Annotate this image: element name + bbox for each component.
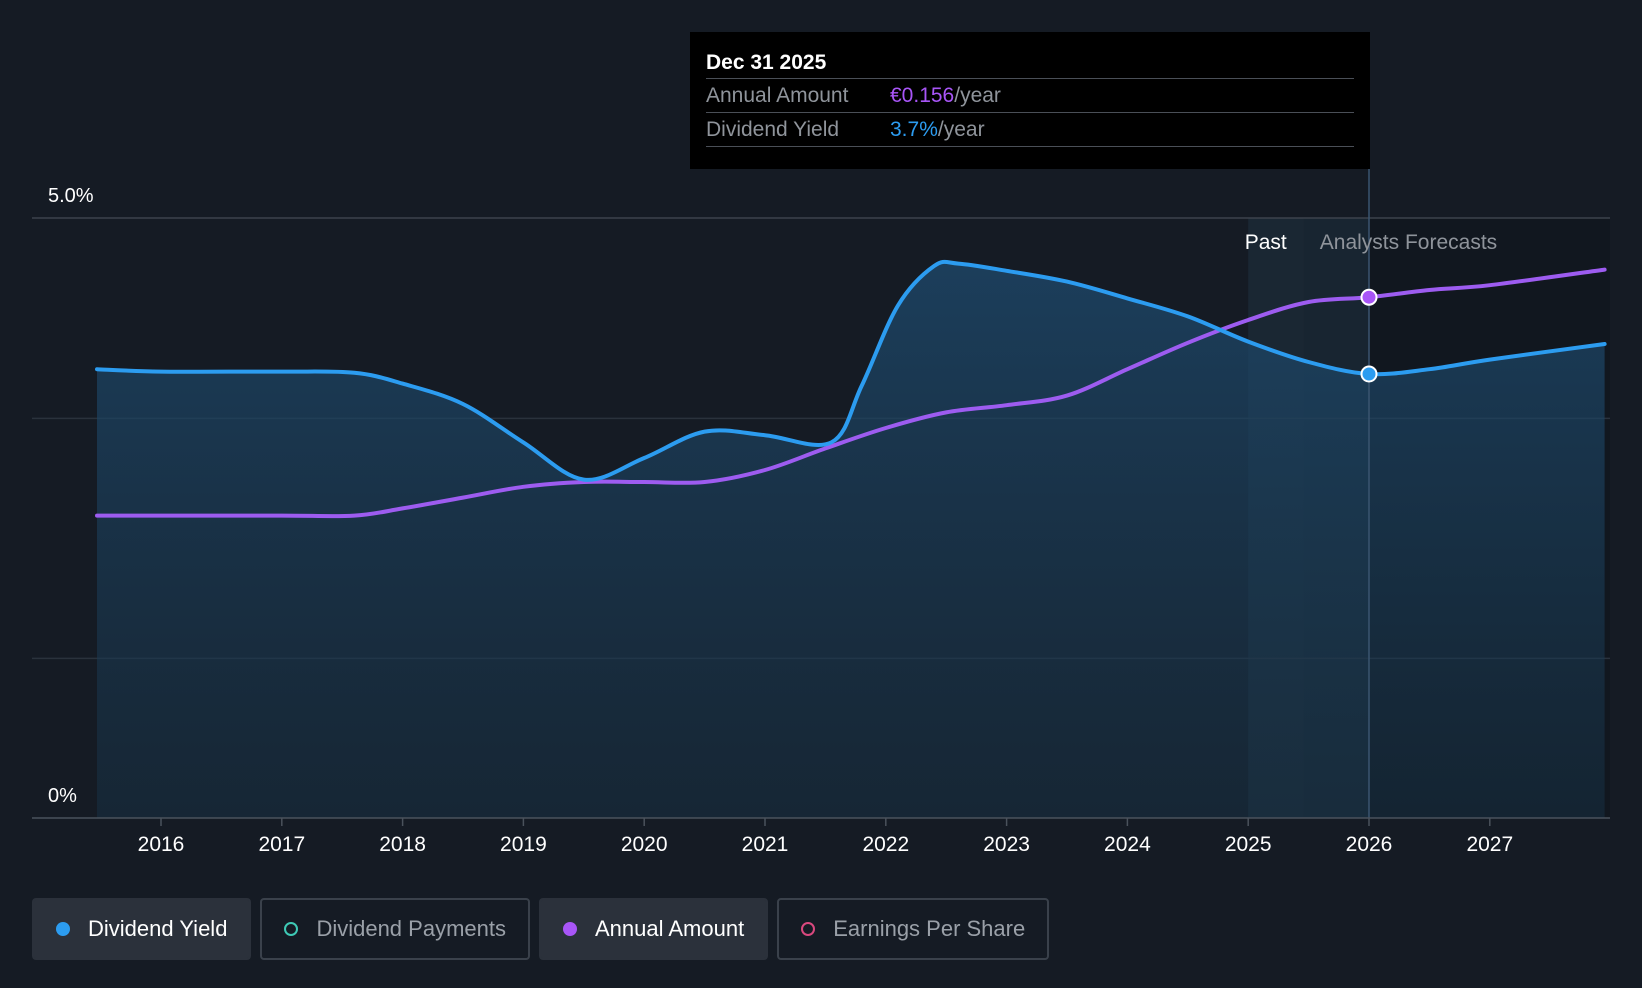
legend-annual-amount[interactable]: Annual Amount — [538, 898, 769, 960]
x-tick-label: 2023 — [983, 833, 1030, 856]
legend-label: Annual Amount — [594, 916, 745, 941]
x-axis-ticks: 2016 2017 2018 2019 2020 2021 2022 2023 2024 2025… — [138, 818, 1513, 856]
y-tick-label: 0% — [48, 785, 77, 807]
annual-amount-dot-icon — [562, 922, 577, 936]
x-tick-label: 2019 — [500, 833, 547, 856]
y-axis-labels: 0% 5.0% — [48, 185, 94, 807]
x-tick-label: 2018 — [379, 833, 426, 856]
legend-label: Earnings Per Share — [833, 916, 1026, 941]
tooltip-suffix: /year — [954, 84, 1001, 107]
annual-amount-marker[interactable] — [1360, 288, 1378, 306]
tooltip-row-dividend-yield: Dividend Yield 3.7% /year — [706, 112, 1354, 147]
tooltip-value: €0.156 — [890, 84, 955, 107]
tooltip-row-annual-amount: Annual Amount €0.156 /year — [706, 78, 1354, 112]
dividend-yield-dot-icon — [56, 922, 70, 936]
legend: Dividend Yield Dividend Payments Annual … — [32, 898, 1058, 960]
y-tick-label: 5.0% — [48, 185, 94, 207]
legend-label: Dividend Yield — [88, 916, 228, 941]
x-tick-label: 2017 — [258, 833, 305, 856]
past-label: Past — [1245, 231, 1287, 254]
legend-label: Dividend Payments — [316, 916, 506, 941]
x-tick-label: 2026 — [1346, 833, 1393, 856]
dividend-yield-area — [97, 261, 1605, 819]
tooltip: Dec 31 2025 Annual Amount €0.156 /year D… — [690, 32, 1370, 169]
x-tick-label: 2022 — [862, 833, 909, 856]
earnings-per-share-ring-icon — [801, 922, 816, 936]
tooltip-suffix: /year — [937, 118, 985, 141]
x-tick-label: 2027 — [1466, 833, 1513, 856]
x-tick-label: 2025 — [1225, 833, 1272, 856]
x-tick-label: 2021 — [742, 833, 789, 856]
dividend-yield-line — [95, 259, 1607, 482]
legend-dividend-payments[interactable]: Dividend Payments — [260, 898, 530, 960]
legend-earnings-per-share[interactable]: Earnings Per Share — [777, 898, 1050, 960]
tooltip-label: Dividend Yield — [706, 118, 840, 141]
tooltip-date: Dec 31 2025 — [706, 51, 827, 74]
tooltip-label: Annual Amount — [706, 84, 849, 107]
annual-amount-line — [95, 267, 1607, 519]
tooltip-value: 3.7% — [890, 118, 938, 141]
x-tick-label: 2024 — [1104, 833, 1151, 856]
dividend-payments-ring-icon — [284, 922, 299, 936]
x-tick-label: 2020 — [621, 833, 668, 856]
analysts-forecasts-label: Analysts Forecasts — [1320, 231, 1497, 254]
x-tick-label: 2016 — [138, 833, 185, 856]
legend-dividend-yield[interactable]: Dividend Yield — [32, 898, 252, 960]
dividend-yield-marker[interactable] — [1360, 365, 1378, 383]
